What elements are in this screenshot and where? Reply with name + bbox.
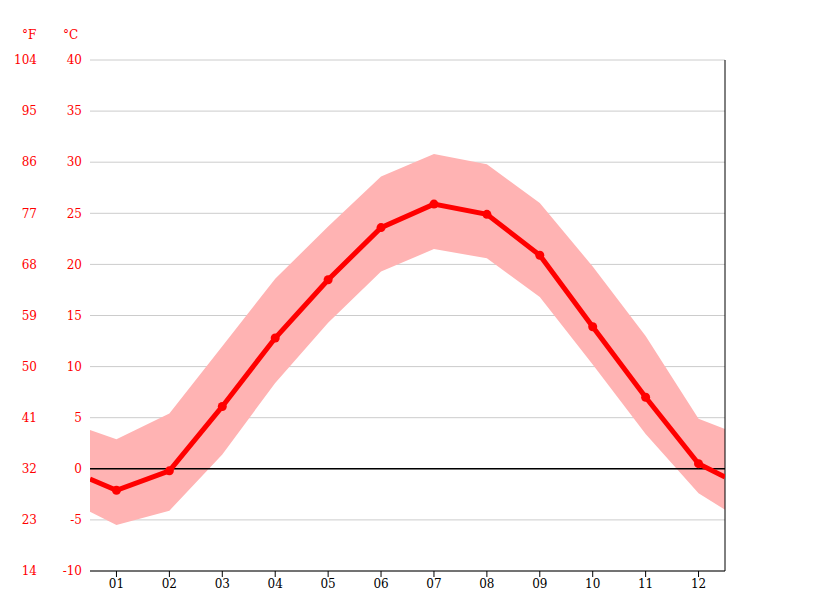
svg-text:11: 11 (638, 577, 653, 591)
html-text:°C: °C (63, 28, 79, 42)
svg-text:77: 77 (22, 207, 37, 221)
svg-text:08: 08 (479, 577, 494, 591)
svg-text:01: 01 (109, 577, 124, 591)
svg-text:25: 25 (67, 207, 82, 221)
svg-text:05: 05 (320, 577, 335, 591)
svg-text:59: 59 (22, 309, 37, 323)
html-text:°F: °F (22, 28, 37, 42)
svg-text:40: 40 (67, 53, 82, 67)
svg-text:35: 35 (67, 104, 82, 118)
svg-text:04: 04 (268, 577, 284, 591)
svg-text:86: 86 (22, 155, 37, 169)
svg-text:10: 10 (585, 577, 600, 591)
svg-text:32: 32 (22, 462, 37, 476)
svg-text:23: 23 (22, 513, 37, 527)
svg-text:-10: -10 (63, 564, 82, 578)
svg-text:12: 12 (691, 577, 706, 591)
svg-text:20: 20 (67, 258, 82, 272)
svg-text:50: 50 (22, 360, 37, 374)
svg-text:14: 14 (22, 564, 38, 578)
svg-text:-5: -5 (70, 513, 82, 527)
svg-text:06: 06 (373, 577, 388, 591)
svg-text:104: 104 (14, 53, 37, 67)
svg-text:68: 68 (22, 258, 37, 272)
svg-text:15: 15 (67, 309, 82, 323)
svg-text:10: 10 (67, 360, 82, 374)
svg-text:09: 09 (532, 577, 547, 591)
svg-text:0: 0 (74, 462, 82, 476)
svg-text:03: 03 (215, 577, 230, 591)
svg-text:5: 5 (74, 411, 82, 425)
svg-text:41: 41 (22, 411, 37, 425)
svg-text:02: 02 (162, 577, 177, 591)
svg-text:07: 07 (426, 577, 441, 591)
svg-text:30: 30 (67, 155, 82, 169)
svg-text:95: 95 (22, 104, 37, 118)
